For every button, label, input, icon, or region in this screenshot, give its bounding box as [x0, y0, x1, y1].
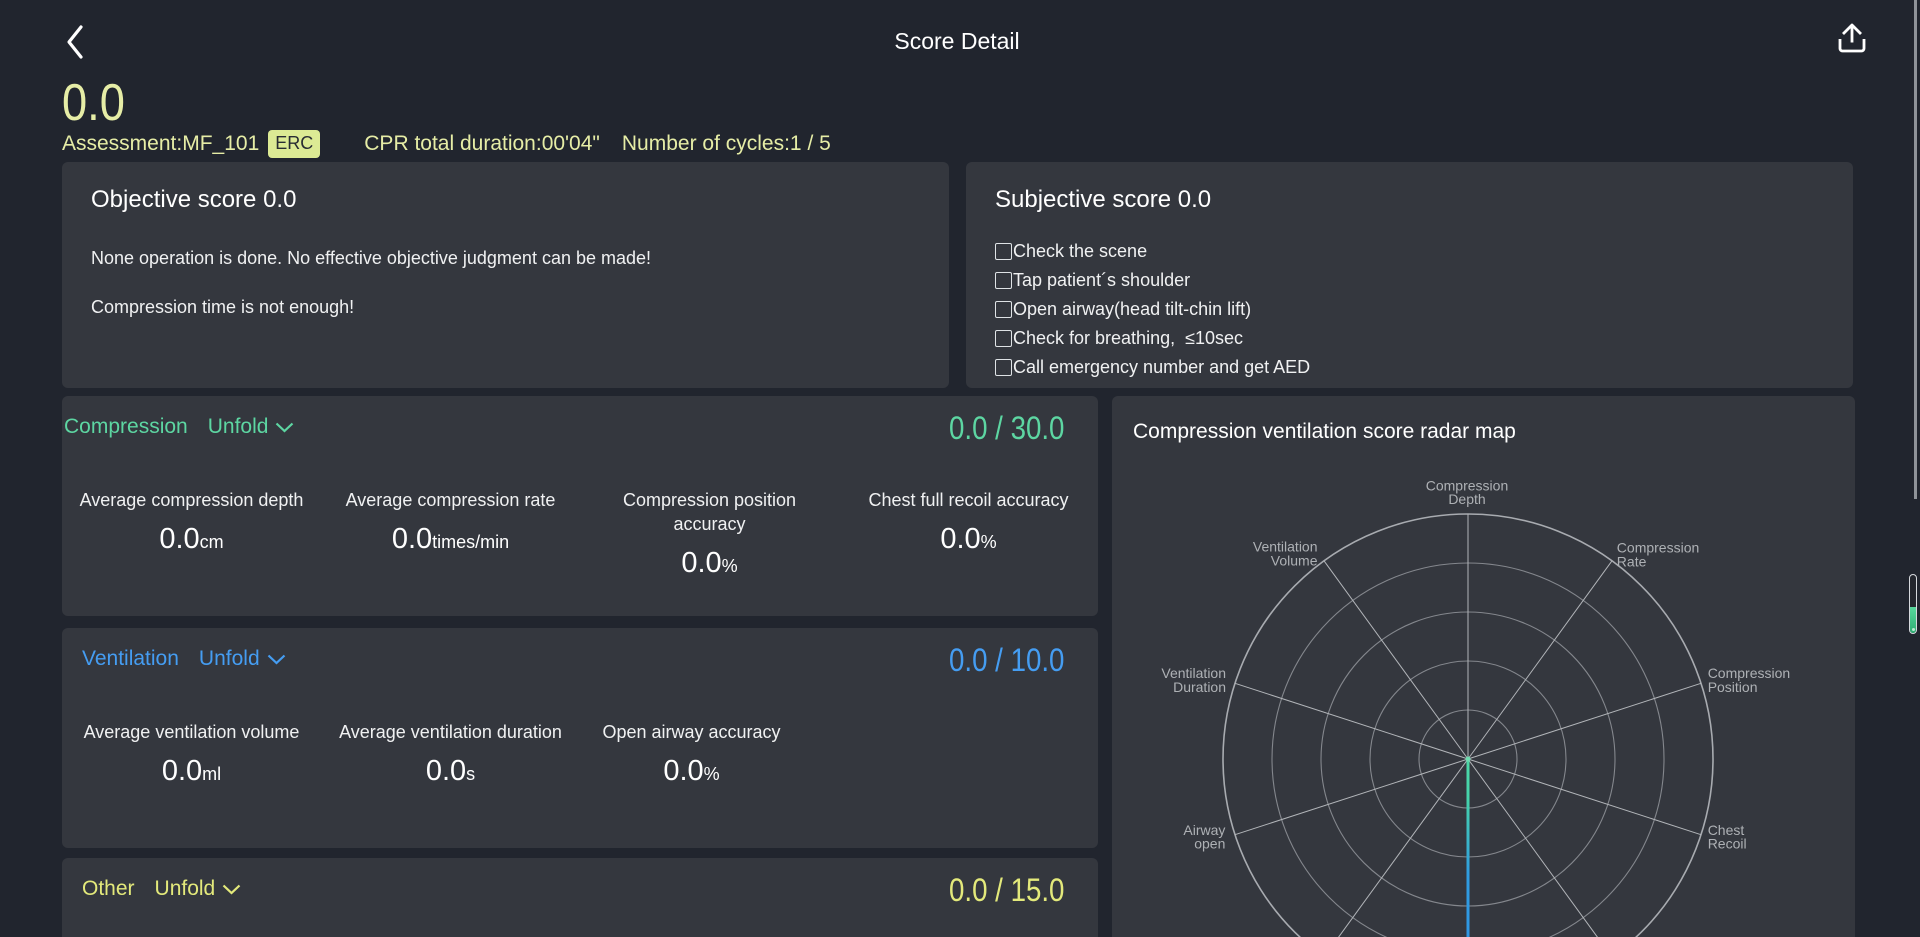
svg-text:VentilationDuration: Ventilation Duration [1161, 665, 1226, 695]
svg-text:Airwayopen: Airway open [1183, 822, 1225, 852]
svg-text:ChestRecoil: Chest Recoil [1708, 822, 1747, 852]
svg-text:CompressionRate: Compression Rate [1617, 539, 1699, 569]
svg-text:CompressionDepth: Compression Depth [1426, 477, 1508, 507]
svg-text:CompressionPosition: Compression Position [1708, 665, 1790, 695]
svg-text:VentilationVolume: Ventilation Volume [1253, 538, 1318, 568]
